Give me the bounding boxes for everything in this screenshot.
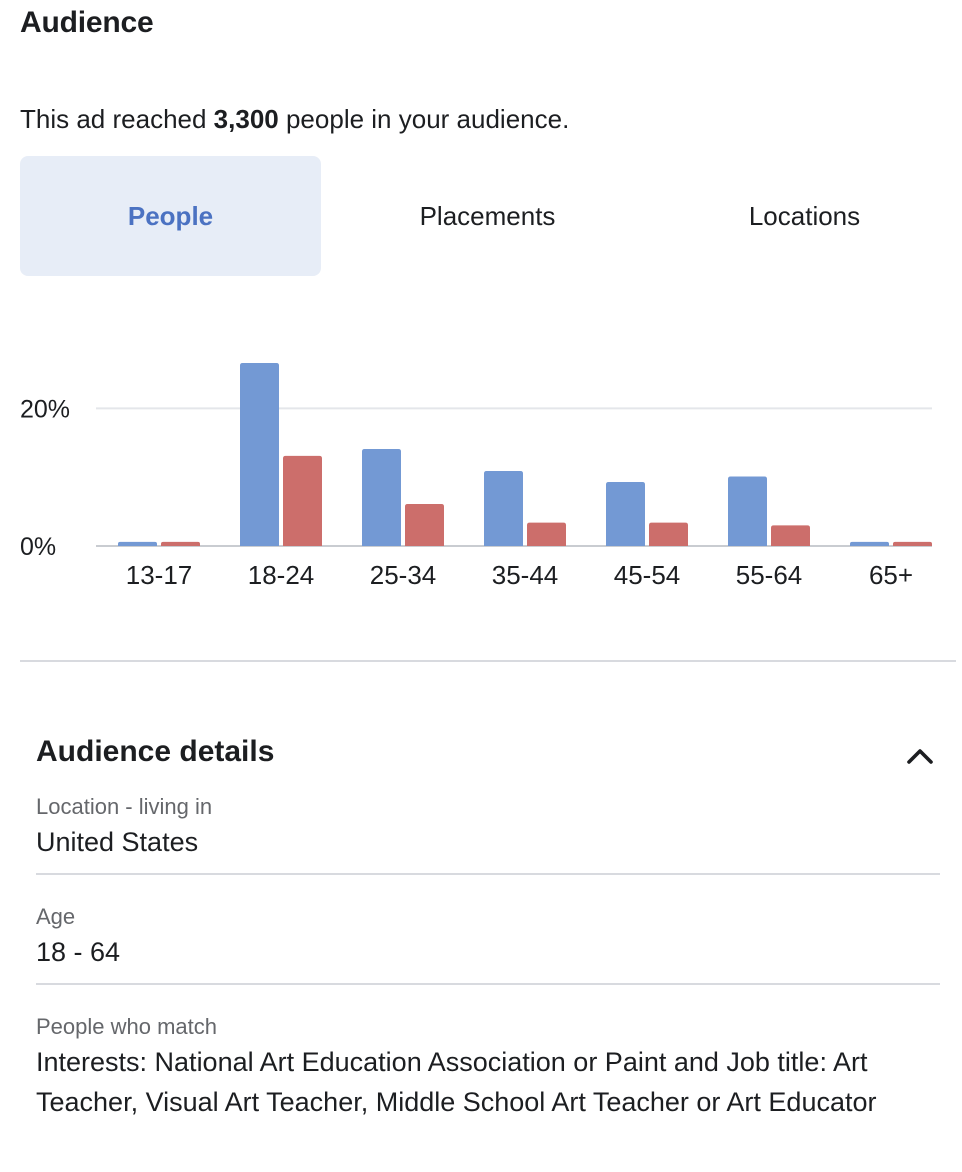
detail-age: Age 18 - 64	[36, 902, 940, 972]
tab-placements[interactable]: Placements	[419, 200, 556, 231]
bar-series-b	[405, 504, 444, 546]
detail-match-label: People who match	[36, 1014, 217, 1039]
reach-count: 3,300	[213, 104, 279, 134]
x-tick-label: 65+	[869, 560, 913, 590]
audience-details-title: Audience details	[36, 735, 275, 768]
detail-age-label: Age	[36, 904, 76, 929]
bar-series-a	[850, 541, 889, 546]
x-tick-label: 13-17	[126, 560, 193, 590]
collapse-details-button[interactable]	[896, 736, 944, 776]
tab-people[interactable]: People	[20, 156, 321, 276]
detail-separator	[36, 873, 940, 875]
bar-series-a	[484, 471, 523, 546]
chevron-up-icon	[907, 749, 933, 764]
detail-separator	[36, 983, 940, 985]
detail-location: Location - living in United States	[36, 792, 940, 862]
bar-series-b	[527, 522, 566, 546]
y-tick-label: 0%	[20, 533, 56, 561]
tab-locations[interactable]: Locations	[748, 200, 861, 231]
x-tick-label: 25-34	[370, 560, 437, 590]
age-distribution-chart: 0% 20% 13-17 18-24 25-34 35-44 45-54 55-64 65+	[20, 362, 932, 590]
reach-prefix: This ad reached	[20, 104, 214, 134]
reach-suffix: people in your audience.	[278, 104, 570, 134]
bar-series-b	[893, 541, 932, 546]
bar-series-a	[362, 448, 401, 546]
detail-people-who-match: People who match Interests: National Art…	[36, 1012, 940, 1122]
bar-series-b	[771, 525, 810, 546]
bar-series-b	[649, 522, 688, 546]
bar-series-a	[240, 362, 279, 546]
bar-series-a	[118, 541, 157, 546]
bar-series-a	[728, 476, 767, 546]
x-tick-label: 18-24	[248, 560, 315, 590]
detail-match-value: Interests: National Art Education Associ…	[36, 1047, 877, 1117]
detail-location-value: United States	[36, 827, 199, 857]
section-divider	[20, 660, 956, 662]
x-tick-label: 35-44	[492, 560, 559, 590]
y-tick-label: 20%	[20, 395, 70, 423]
x-tick-label: 55-64	[736, 560, 803, 590]
reach-summary: This ad reached 3,300 people in your aud…	[20, 104, 569, 135]
bar-series-a	[606, 482, 645, 546]
detail-age-value: 18 - 64	[36, 937, 121, 967]
bar-series-b	[161, 541, 200, 546]
detail-location-label: Location - living in	[36, 794, 213, 819]
audience-tabs: People Placements Locations	[20, 156, 956, 276]
x-tick-label: 45-54	[614, 560, 681, 590]
audience-title: Audience	[20, 6, 154, 39]
bar-series-b	[283, 455, 322, 546]
